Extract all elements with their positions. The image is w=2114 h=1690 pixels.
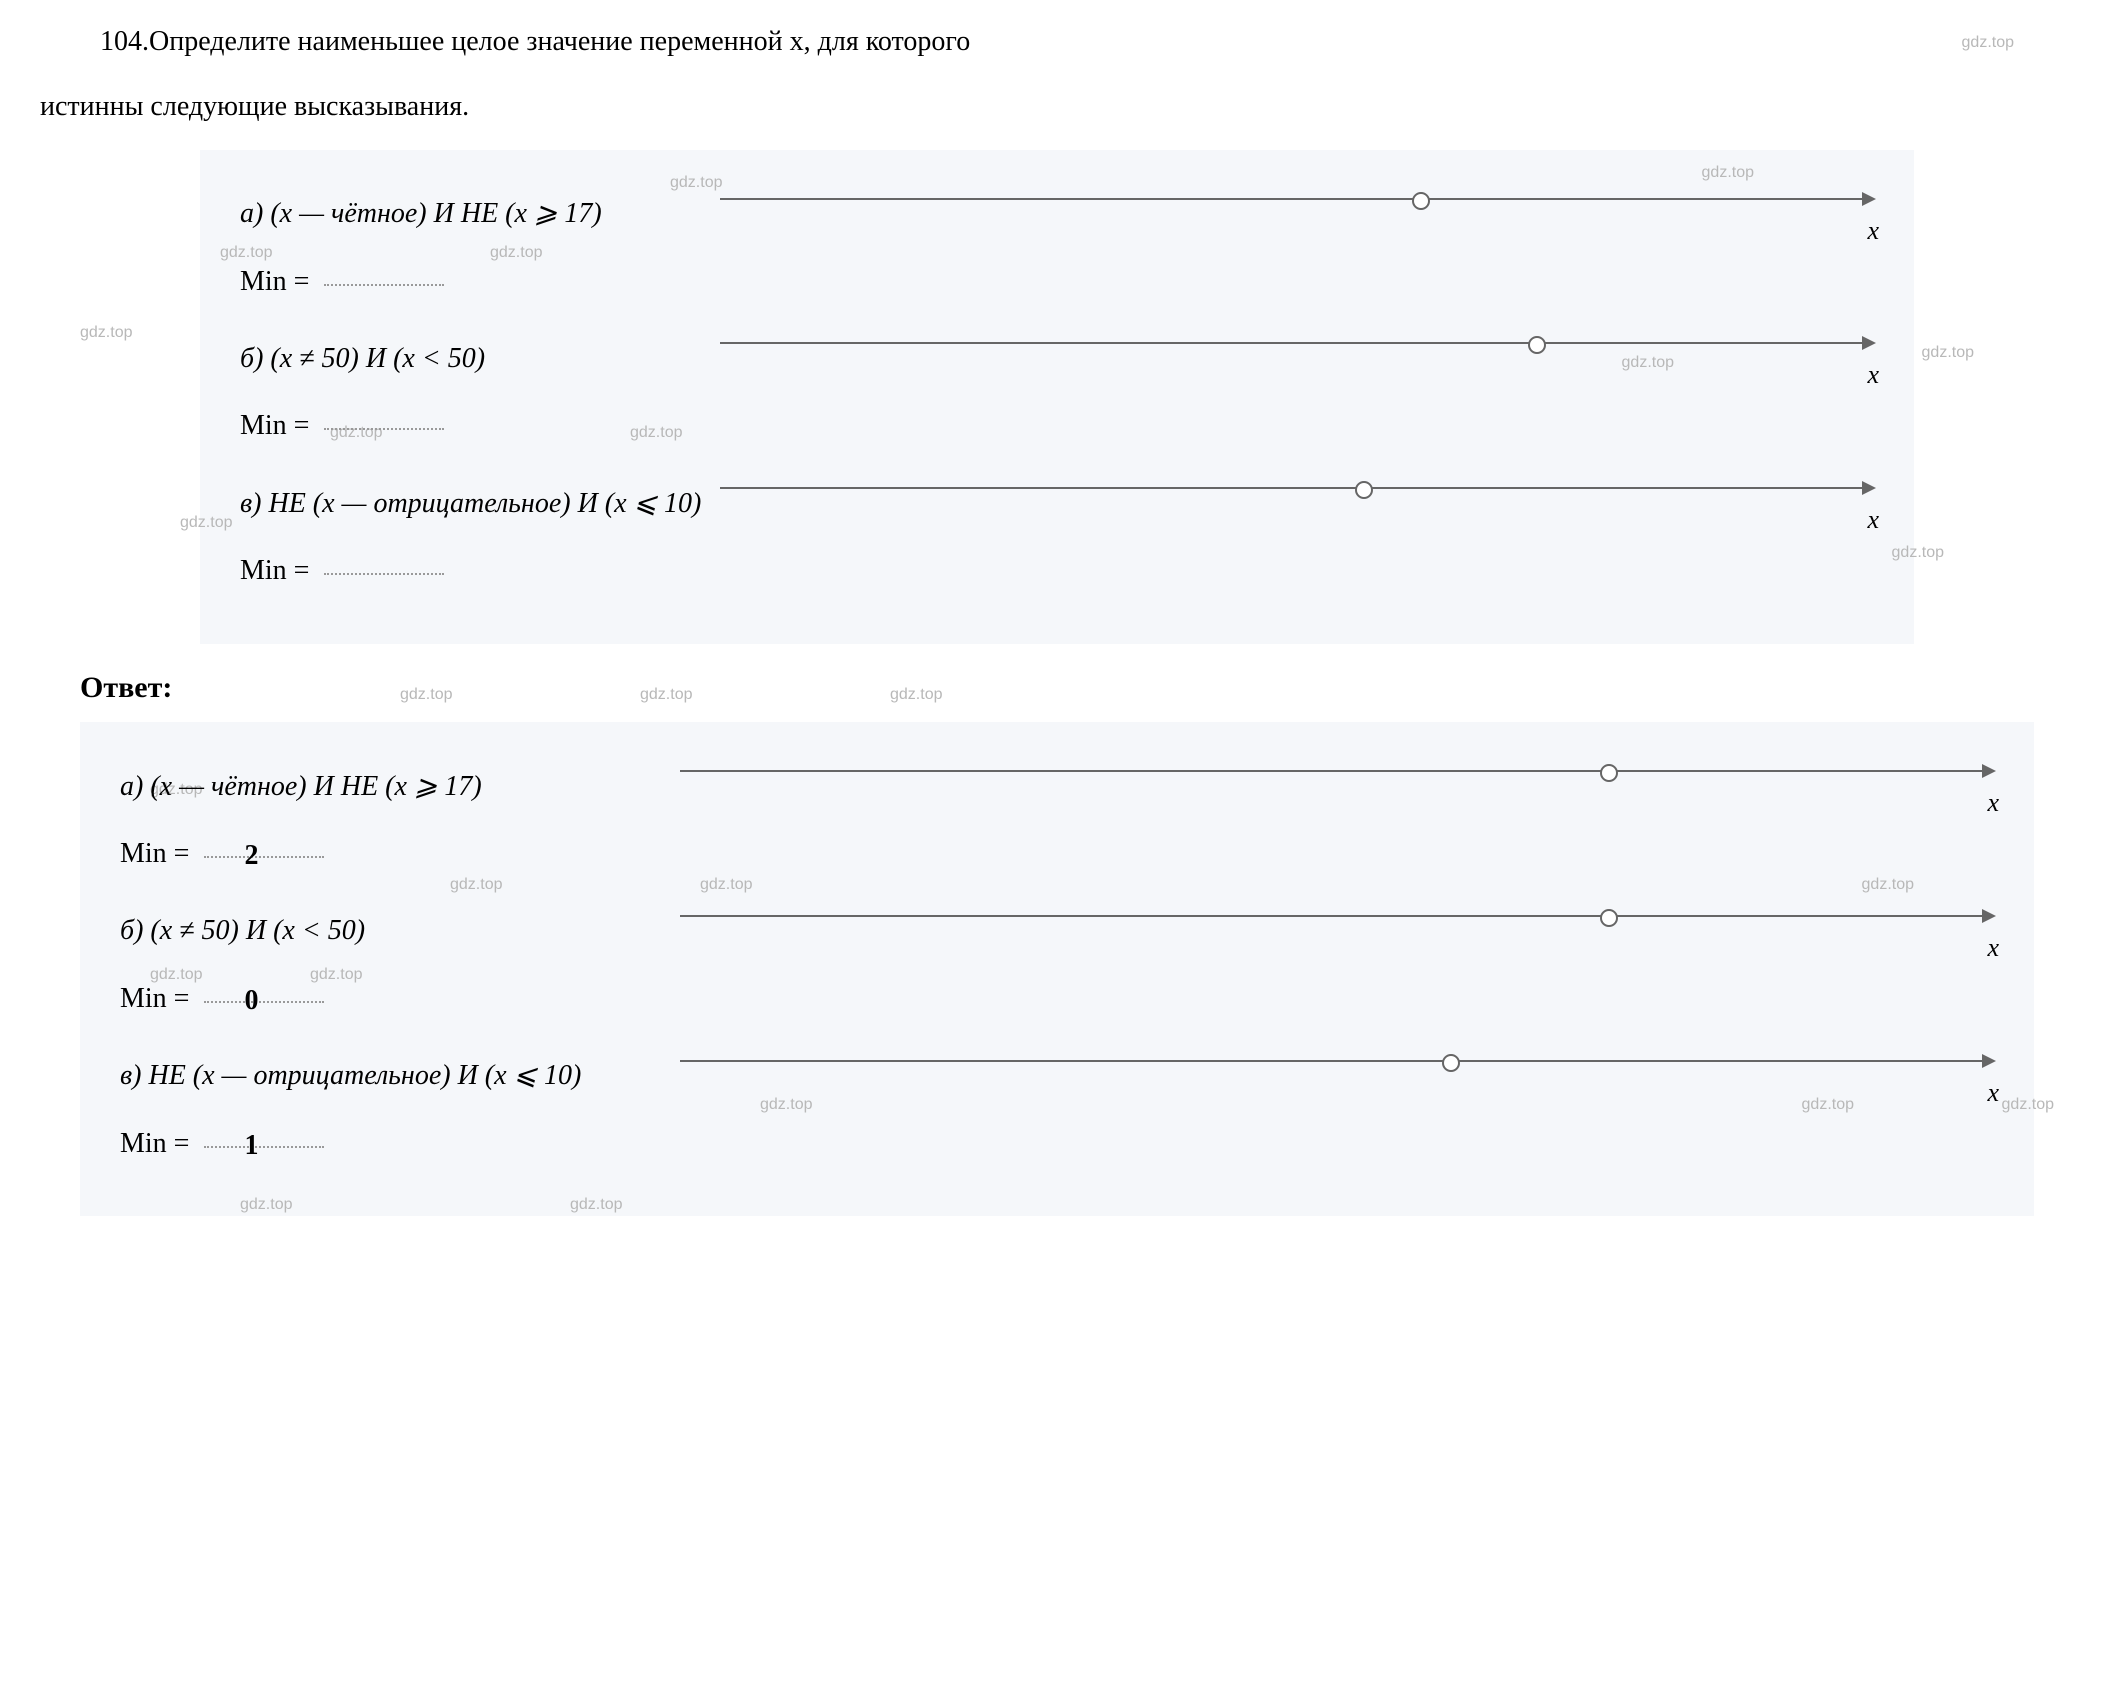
x-axis-label: x [1987,927,1999,969]
circle-marker [1412,192,1430,210]
answer-value-a: 2 [244,834,258,879]
problem-statement: 104.Определите наименьшее целое значение… [40,20,2074,65]
watermark: gdz.top [310,962,362,988]
answer-value-b: 0 [244,979,258,1024]
answer-expression-c: в) НЕ (x — отрицательное) И (x ⩽ 10) [120,1054,680,1099]
watermark: gdz.top [180,510,232,536]
watermark: gdz.top [1922,340,1974,366]
question-item-a: а) (x — чётное) И НЕ (x ⩾ 17) x [240,190,1874,240]
question-box: gdz.top gdz.top gdz.top gdz.top gdz.top … [200,150,1914,644]
problem-number: 104. [100,26,149,57]
watermark: gdz.top [1862,872,1914,898]
min-row-a: Min = [240,260,1874,305]
watermark: gdz.top [1962,30,2014,56]
watermark: gdz.top [1702,160,1754,186]
answer-item-b: б) (x ≠ 50) И (x < 50) x [120,907,1994,957]
expression-c: в) НЕ (x — отрицательное) И (x ⩽ 10) [240,482,720,527]
answer-number-line-a: x [680,762,1994,812]
answer-expression-b: б) (x ≠ 50) И (x < 50) [120,909,680,954]
answer-min-row-a: Min = 2 [120,832,1994,877]
circle-marker [1528,336,1546,354]
watermark: gdz.top [330,420,382,446]
watermark: gdz.top [150,962,202,988]
answer-heading: Ответ: [80,664,2074,712]
number-line-a: x [720,190,1874,240]
watermark: gdz.top [570,1192,622,1218]
x-axis-label: x [1987,1072,1999,1114]
x-axis-label: x [1867,210,1879,252]
min-row-b: Min = [240,404,1874,449]
answer-box: gdz.top gdz.top gdz.top gdz.top gdz.top … [80,722,2034,1216]
watermark: gdz.top [640,682,692,708]
problem-text-2: истинны следующие высказывания. [40,85,2074,130]
circle-marker [1600,764,1618,782]
answer-number-line-b: x [680,907,1994,957]
answer-expression-a: а) (x — чётное) И НЕ (x ⩾ 17) [120,765,680,810]
expression-b: б) (x ≠ 50) И (x < 50) [240,337,720,382]
watermark: gdz.top [630,420,682,446]
watermark: gdz.top [1892,540,1944,566]
watermark: gdz.top [220,240,272,266]
circle-marker [1355,481,1373,499]
watermark: gdz.top [240,1192,292,1218]
answer-item-a: а) (x — чётное) И НЕ (x ⩾ 17) x [120,762,1994,812]
x-axis-label: x [1867,499,1879,541]
expression-a: а) (x — чётное) И НЕ (x ⩾ 17) [240,192,720,237]
number-line-b: x [720,334,1874,384]
watermark: gdz.top [2002,1092,2054,1118]
question-item-c: в) НЕ (x — отрицательное) И (x ⩽ 10) x [240,479,1874,529]
question-item-b: б) (x ≠ 50) И (x < 50) x [240,334,1874,384]
answer-number-line-c: x [680,1052,1994,1102]
x-axis-label: x [1987,782,1999,824]
x-axis-label: x [1867,354,1879,396]
watermark: gdz.top [890,682,942,708]
watermark: gdz.top [450,872,502,898]
answer-item-c: в) НЕ (x — отрицательное) И (x ⩽ 10) x [120,1052,1994,1102]
answer-value-c: 1 [244,1124,258,1169]
circle-marker [1442,1054,1460,1072]
answer-min-row-b: Min = 0 [120,977,1994,1022]
number-line-c: x [720,479,1874,529]
watermark: gdz.top [700,872,752,898]
circle-marker [1600,909,1618,927]
min-row-c: Min = [240,549,1874,594]
answer-min-row-c: Min = 1 [120,1122,1994,1167]
watermark: gdz.top [80,320,132,346]
problem-text-1: Определите наименьшее целое значение пер… [149,26,970,57]
watermark: gdz.top [490,240,542,266]
watermark: gdz.top [400,682,452,708]
